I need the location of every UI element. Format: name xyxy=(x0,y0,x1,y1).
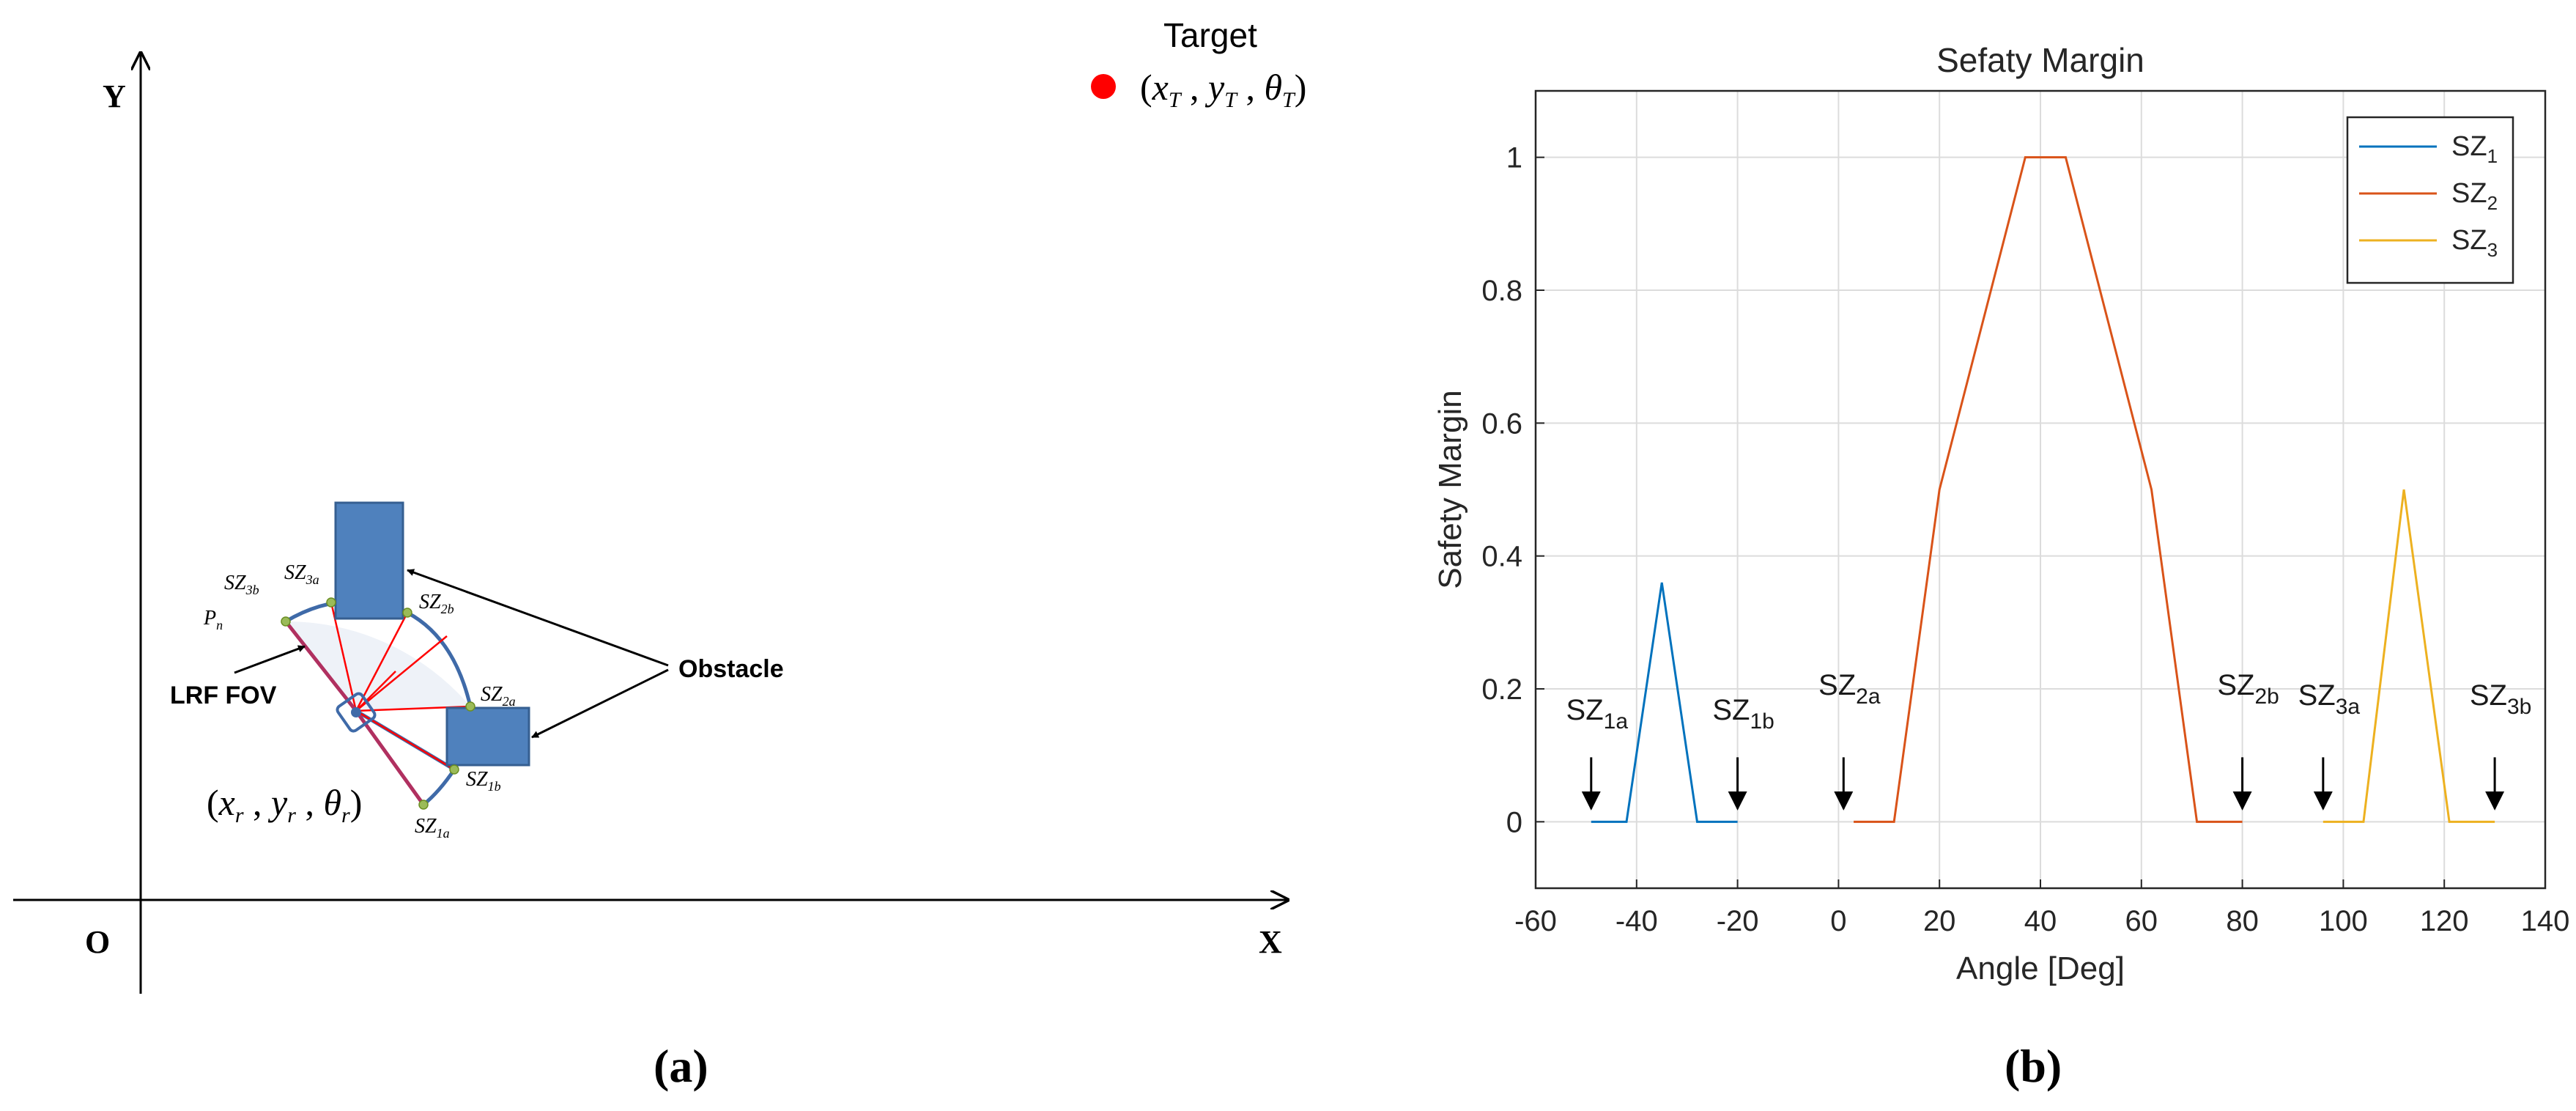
robot-body xyxy=(336,692,377,733)
y-tick-label: 1 xyxy=(1506,142,1522,174)
x-tick-label: -40 xyxy=(1615,905,1658,937)
sz-label-2a: SZ2a xyxy=(481,683,516,709)
robot-coordinates: (xr , yr , θr) xyxy=(207,782,362,827)
obstacle-label: Obstacle xyxy=(678,655,784,683)
fov-edge-lower xyxy=(354,709,426,806)
lrf-fov-label: LRF FOV xyxy=(170,682,277,709)
y-tick-label: 0.4 xyxy=(1481,541,1522,573)
legend-entry: SZ2 xyxy=(2451,178,2498,214)
sz-label-3a: SZ3a xyxy=(284,561,319,587)
y-tick-label: 0.6 xyxy=(1481,407,1522,440)
target-marker xyxy=(1091,74,1116,99)
x-tick-label: 60 xyxy=(2125,905,2158,937)
sz-label-2b: SZ2b xyxy=(419,591,454,616)
caption-a: (a) xyxy=(654,1040,708,1092)
obstacle-arrow-upper xyxy=(407,569,669,667)
y-tick-label: 0 xyxy=(1506,806,1522,838)
x-tick-label: -20 xyxy=(1717,905,1759,937)
x-tick-label: 80 xyxy=(2226,905,2259,937)
chart-legend: SZ1 SZ2 SZ3 xyxy=(2346,116,2514,284)
x-axis-title: Angle [Deg] xyxy=(1956,951,2125,986)
target-coordinates: (xT , yT , θT) xyxy=(1140,67,1306,112)
sz-label-3b: SZ3b xyxy=(224,572,259,597)
x-tick-label: 140 xyxy=(2521,905,2570,937)
safe-zone-points xyxy=(281,597,475,810)
sz-label-1b: SZ1b xyxy=(466,768,501,794)
fov-edge-upper xyxy=(284,620,358,712)
lrf-fov-arc-lower xyxy=(355,709,457,806)
annotation-label: SZ1a xyxy=(1566,694,1629,734)
series-line-sz3 xyxy=(2323,489,2495,823)
chart-series xyxy=(1591,156,2495,823)
x-tick-label: -60 xyxy=(1514,905,1557,937)
robot-center xyxy=(351,707,361,717)
annotation-label: SZ2b xyxy=(2217,669,2279,709)
x-tick-label: 0 xyxy=(1830,905,1846,937)
x-axis-label: X xyxy=(1259,924,1282,960)
series-line-sz2 xyxy=(1854,156,2243,823)
lrf-fov-sector xyxy=(286,621,470,711)
chart-title: Sefaty Margin xyxy=(1936,41,2144,79)
obstacle-arrow-lower xyxy=(531,668,669,739)
series-line-sz1 xyxy=(1591,582,1738,823)
lrf-rays xyxy=(330,602,471,771)
pn-label: Pn xyxy=(203,607,223,632)
panel-b: Sefaty Margin -60 -40 -20 0 20 40 60 80 100 120 14… xyxy=(1432,41,2569,1092)
sz-label-1a: SZ1a xyxy=(415,815,450,841)
legend-entry: SZ1 xyxy=(2451,131,2498,167)
x-tick-label: 40 xyxy=(2024,905,2057,937)
x-tick-label: 20 xyxy=(1923,905,1956,937)
lrf-fov-arrow xyxy=(234,645,306,674)
panel-a: X Y O Target (xT , yT , θT) xyxy=(13,16,1306,1092)
y-tick-label: 0.2 xyxy=(1481,673,1522,706)
origin-label: O xyxy=(85,924,110,960)
y-axis-title: Safety Margin xyxy=(1432,390,1468,588)
x-tick-label: 100 xyxy=(2319,905,2368,937)
chart-annotations: SZ1a SZ1b SZ2a SZ2b SZ3a SZ3b xyxy=(1566,669,2532,811)
sz-labels-a: SZ3b SZ3a SZ2b SZ2a SZ1b SZ1a Pn xyxy=(203,561,516,841)
legend-entry: SZ3 xyxy=(2451,225,2498,261)
annotation-label: SZ3a xyxy=(2298,679,2361,719)
caption-b: (b) xyxy=(2005,1040,2062,1092)
legend-box xyxy=(2346,116,2514,284)
y-tick-label: 0.8 xyxy=(1481,275,1522,307)
annotation-label: SZ2a xyxy=(1818,669,1881,709)
obstacle-lower xyxy=(445,706,530,767)
y-axis-label: Y xyxy=(103,78,126,114)
obstacle-upper xyxy=(334,501,404,620)
target-label: Target xyxy=(1163,16,1257,54)
chart-ticks: -60 -40 -20 0 20 40 60 80 100 120 140 0 0.2 0.4 0.6 0.8… xyxy=(1481,142,2569,937)
x-tick-label: 120 xyxy=(2420,905,2469,937)
annotation-label: SZ3b xyxy=(2470,679,2532,719)
annotation-label: SZ1b xyxy=(1712,694,1774,734)
